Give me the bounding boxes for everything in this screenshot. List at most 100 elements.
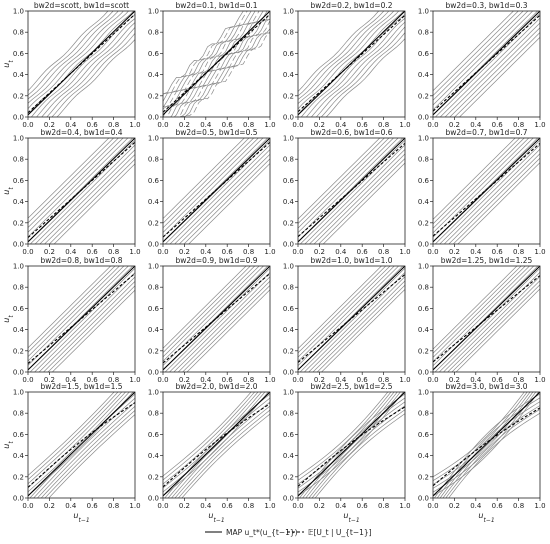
x-axis-label: ut−1 — [343, 511, 359, 524]
contour-line — [34, 144, 135, 244]
y-tick-label: 0.4 — [148, 198, 160, 206]
y-tick-label: 0.8 — [283, 284, 294, 292]
x-tick-label: 0.8 — [108, 502, 119, 510]
panel-title: bw2d=0.2, bw1d=0.2 — [310, 1, 392, 10]
panel: bw2d=0.4, bw1d=0.4 0.0 0.2 0.4 0.6 0.8 1.0 0.0 0… — [2, 128, 141, 256]
contour-line — [436, 397, 540, 498]
contour-line — [312, 280, 405, 372]
x-tick-label: 0.0 — [22, 248, 33, 256]
x-tick-label: 0.2 — [179, 121, 190, 129]
x-tick-label: 0.0 — [427, 248, 438, 256]
x-tick-label: 0.8 — [513, 121, 524, 129]
contour-line — [163, 266, 251, 353]
y-tick-label: 0.8 — [148, 156, 159, 164]
x-tick-label: 0.6 — [222, 376, 234, 384]
contour-line — [28, 266, 129, 366]
y-tick-label: 0.8 — [13, 284, 24, 292]
expectation-line — [433, 407, 540, 487]
panel-title: bw2d=2.5, bw1d=2.5 — [310, 382, 392, 391]
panel: bw2d=0.6, bw1d=0.6 0.0 0.2 0.4 0.6 0.8 1.0 0.0 0… — [283, 128, 411, 256]
x-tick-label: 0.6 — [222, 502, 234, 510]
contour-line — [298, 392, 404, 497]
contour-line — [38, 276, 135, 372]
contour-line — [433, 392, 528, 481]
map-line — [298, 266, 405, 371]
x-tick-label: 0.0 — [292, 248, 303, 256]
panel-plot-area — [28, 138, 135, 244]
y-tick-label: 0.2 — [283, 347, 294, 355]
contour-line — [433, 392, 540, 497]
contour-line — [29, 140, 135, 244]
y-tick-label: 0.6 — [283, 431, 295, 439]
y-tick-label: 0.4 — [13, 198, 25, 206]
contour-line — [314, 413, 405, 498]
panel-title: bw2d=1.25, bw1d=1.25 — [441, 256, 533, 265]
y-tick-label: 0.4 — [13, 326, 25, 334]
x-tick-label: 0.0 — [157, 376, 168, 384]
y-tick-label: 1.0 — [148, 8, 159, 16]
y-tick-label: 0.4 — [418, 452, 430, 460]
y-tick-label: 0.8 — [283, 29, 294, 37]
x-tick-label: 0.8 — [378, 248, 389, 256]
panel-plot-area — [28, 392, 135, 498]
contour-line — [438, 271, 540, 372]
x-tick-label: 0.0 — [427, 121, 438, 129]
contour-line — [433, 266, 526, 358]
panel-title: bw2d=0.6, bw1d=0.6 — [310, 128, 392, 137]
contour-line — [452, 157, 540, 244]
panel-title: bw2d=3.0, bw1d=3.0 — [445, 382, 527, 391]
y-tick-label: 0.4 — [418, 198, 430, 206]
y-tick-label: 0.6 — [148, 50, 160, 58]
contour-line — [433, 138, 525, 229]
contour-line — [445, 409, 540, 498]
contour-line — [298, 11, 385, 97]
y-tick-label: 0.2 — [418, 347, 429, 355]
y-tick-label: 0.0 — [418, 495, 429, 503]
contour-line — [43, 281, 135, 372]
contour-line — [40, 406, 135, 498]
x-tick-label: 0.8 — [243, 121, 254, 129]
contour-line — [433, 266, 530, 362]
contour-line — [433, 266, 535, 367]
legend-item-map: MAP u_t*(u_{t−1}) — [205, 528, 298, 537]
y-tick-label: 0.8 — [418, 156, 429, 164]
y-tick-label: 1.0 — [283, 263, 294, 271]
x-tick-label: 1.0 — [264, 248, 275, 256]
contour-line — [28, 11, 114, 96]
contour-line — [305, 18, 405, 117]
contour-line — [39, 149, 135, 244]
x-tick-label: 0.4 — [200, 502, 212, 510]
contour-line — [433, 266, 518, 350]
contour-line — [308, 149, 405, 244]
panel-frame — [162, 137, 271, 245]
expectation-line — [163, 403, 270, 488]
panel-frame — [432, 10, 541, 118]
panel: bw2d=0.8, bw1d=0.8 0.0 0.2 0.4 0.6 0.8 1.0 0.0 0… — [2, 256, 141, 384]
x-tick-label: 0.8 — [378, 121, 389, 129]
contour-line — [174, 149, 270, 244]
x-tick-label: 0.0 — [22, 376, 33, 384]
contour-line — [303, 272, 405, 372]
x-tick-label: 0.2 — [179, 502, 190, 510]
panel-plot-area — [163, 392, 270, 498]
panel: bw2d=2.5, bw1d=2.5 0.0 0.2 0.4 0.6 0.8 1.0 0.0 0… — [283, 382, 411, 524]
x-tick-label: 0.4 — [200, 248, 212, 256]
x-tick-label: 0.2 — [44, 121, 55, 129]
contour-line — [439, 144, 540, 244]
contour-line — [433, 11, 519, 96]
y-tick-label: 0.6 — [418, 177, 430, 185]
contour-line — [163, 392, 259, 485]
contour-line — [454, 32, 540, 117]
x-tick-label: 1.0 — [534, 502, 545, 510]
x-tick-label: 0.6 — [222, 248, 234, 256]
contour-line — [439, 401, 540, 498]
y-tick-label: 0.4 — [148, 71, 160, 79]
panel-title: bw2d=1.0, bw1d=1.0 — [310, 256, 392, 265]
contour-line — [163, 11, 248, 95]
contour-line — [29, 267, 135, 372]
x-axis-label: ut−1 — [208, 511, 224, 524]
contour-line — [321, 289, 405, 372]
y-tick-label: 0.8 — [148, 284, 159, 292]
contour-line — [298, 138, 381, 220]
contour-line — [299, 140, 405, 244]
